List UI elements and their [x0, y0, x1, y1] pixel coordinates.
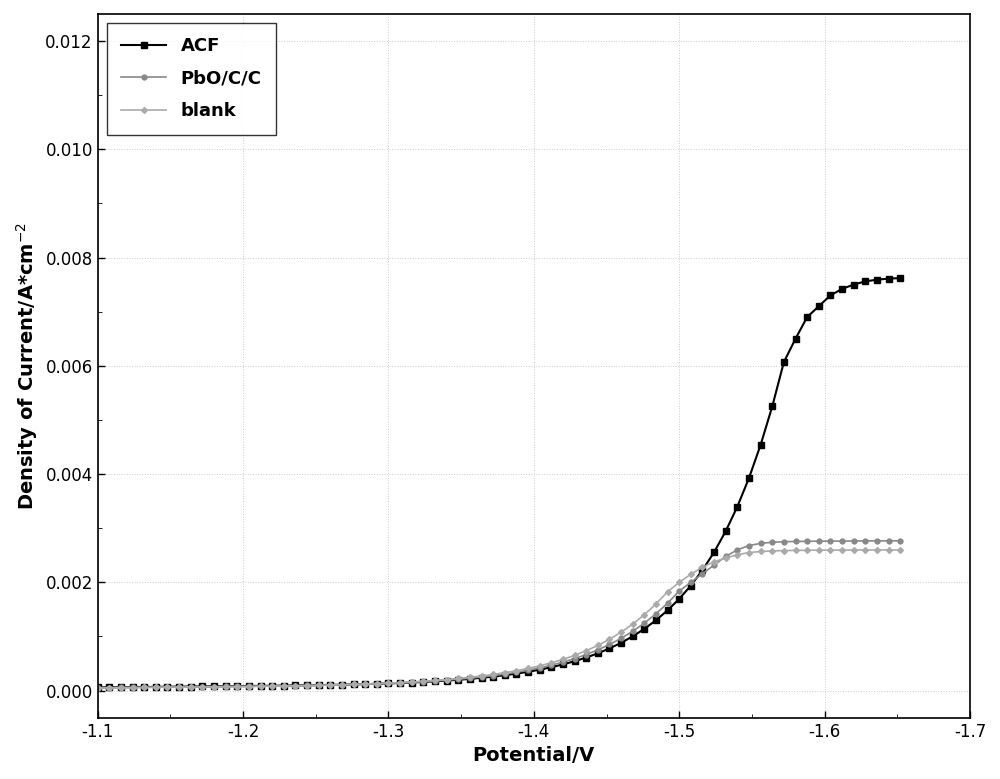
- PbO/C/C: [301, 681, 313, 690]
- PbO/C/C: [278, 681, 290, 690]
- ACF: [894, 273, 906, 283]
- Legend: ACF, PbO/C/C, blank: ACF, PbO/C/C, blank: [107, 23, 276, 135]
- blank: [92, 683, 104, 693]
- blank: [778, 546, 790, 555]
- Line: blank: blank: [96, 548, 902, 690]
- blank: [336, 680, 348, 689]
- PbO/C/C: [534, 663, 546, 672]
- PbO/C/C: [766, 538, 778, 547]
- blank: [894, 545, 906, 555]
- blank: [766, 546, 778, 555]
- ACF: [778, 358, 790, 367]
- Line: ACF: ACF: [95, 275, 903, 690]
- PbO/C/C: [336, 680, 348, 689]
- ACF: [534, 665, 546, 675]
- X-axis label: Potential/V: Potential/V: [473, 746, 595, 765]
- blank: [278, 682, 290, 691]
- ACF: [336, 680, 348, 689]
- blank: [196, 682, 208, 692]
- ACF: [301, 681, 313, 690]
- PbO/C/C: [778, 537, 790, 546]
- ACF: [278, 681, 290, 690]
- ACF: [92, 682, 104, 692]
- Line: PbO/C/C: PbO/C/C: [95, 538, 903, 690]
- ACF: [766, 402, 778, 411]
- PbO/C/C: [92, 683, 104, 693]
- PbO/C/C: [894, 536, 906, 545]
- blank: [871, 545, 883, 555]
- Y-axis label: Density of Current/A*cm$^{-2}$: Density of Current/A*cm$^{-2}$: [14, 222, 40, 509]
- blank: [534, 661, 546, 671]
